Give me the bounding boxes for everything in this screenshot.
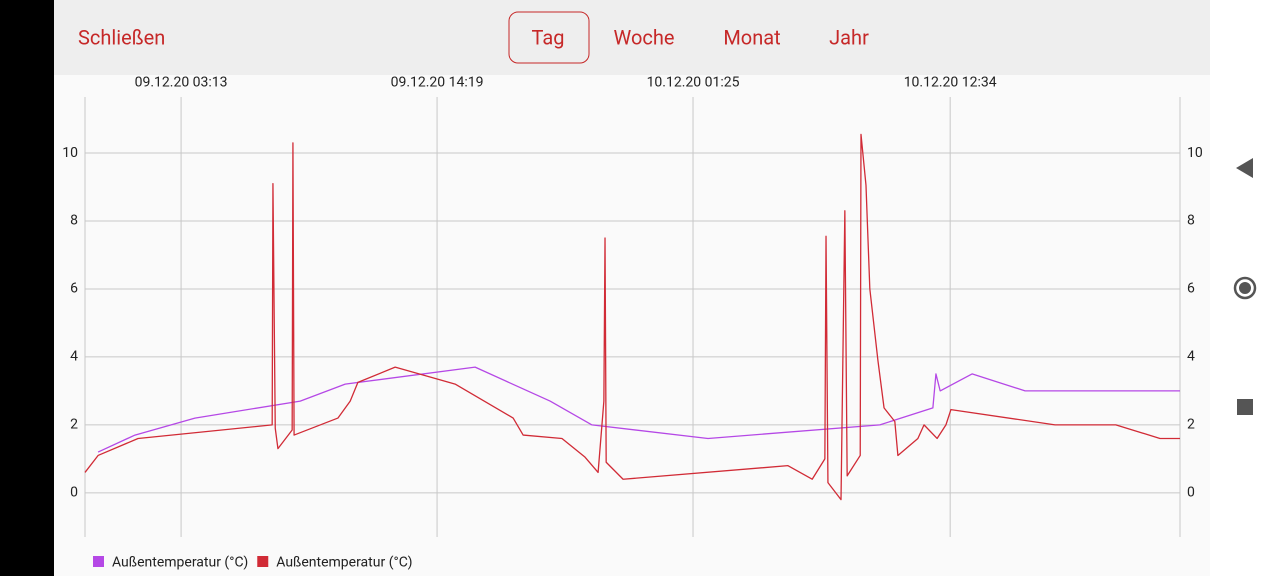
y2-tick-label: 4 bbox=[1187, 349, 1195, 365]
y2-tick-label: 2 bbox=[1187, 417, 1195, 433]
legend-swatch bbox=[93, 556, 104, 567]
y2-tick-label: 8 bbox=[1187, 213, 1195, 229]
chart-background bbox=[54, 0, 1210, 576]
y2-tick-label: 6 bbox=[1187, 281, 1195, 297]
back-button[interactable] bbox=[1236, 158, 1253, 178]
x-tick-label: 10.12.20 12:34 bbox=[904, 75, 997, 91]
recents-button[interactable] bbox=[1237, 399, 1253, 415]
tab[interactable]: Jahr bbox=[829, 25, 869, 49]
legend-label: Außentemperatur (°C) bbox=[112, 555, 248, 571]
x-tick-label: 09.12.20 14:19 bbox=[391, 75, 484, 91]
y-tick-label: 6 bbox=[70, 281, 78, 297]
y-tick-label: 4 bbox=[70, 349, 78, 365]
home-button[interactable] bbox=[1233, 276, 1257, 300]
y2-tick-label: 0 bbox=[1187, 485, 1195, 501]
toolbar bbox=[54, 0, 1210, 75]
x-tick-label: 09.12.20 03:13 bbox=[135, 75, 228, 91]
legend-label: Außentemperatur (°C) bbox=[276, 555, 412, 571]
y2-tick-label: 10 bbox=[1187, 145, 1203, 161]
close-button[interactable]: Schließen bbox=[78, 25, 165, 49]
legend-swatch bbox=[257, 556, 269, 567]
tab[interactable]: Monat bbox=[723, 25, 780, 49]
selected-tab-border bbox=[508, 11, 590, 64]
y-tick-label: 0 bbox=[70, 485, 78, 501]
home-button-dot bbox=[1239, 282, 1251, 294]
data-line bbox=[84, 133, 1180, 501]
y-tick-label: 8 bbox=[70, 213, 78, 229]
tab[interactable]: Tag bbox=[532, 25, 565, 49]
tab[interactable]: Woche bbox=[614, 25, 675, 49]
data-line bbox=[97, 366, 1180, 453]
x-tick-label: 10.12.20 01:25 bbox=[647, 75, 740, 91]
left-edge bbox=[0, 0, 54, 576]
y-tick-label: 10 bbox=[62, 145, 78, 161]
y-tick-label: 2 bbox=[70, 417, 78, 433]
